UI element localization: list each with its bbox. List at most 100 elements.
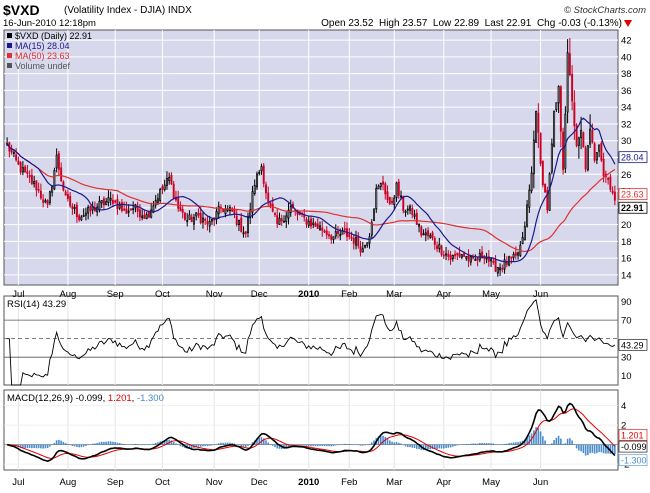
- candle-body: [611, 190, 614, 194]
- candle-body: [458, 253, 461, 257]
- macd-panel: -2024MACD(12,26,9) -0.099, 1.201, -1.300…: [3, 389, 648, 471]
- legend-swatch: [7, 63, 12, 68]
- macd-hist-bar: [220, 442, 222, 445]
- macd-hist-bar: [411, 444, 414, 448]
- candle-body: [17, 160, 20, 165]
- macd-hist-bar: [202, 444, 204, 447]
- candle-body: [589, 128, 592, 145]
- macd-hist-bar: [118, 443, 121, 445]
- open-value: 23.52: [348, 18, 374, 29]
- macd-hist-bar: [382, 435, 384, 445]
- macd-hist-bar: [247, 444, 249, 446]
- macd-hist-bar: [177, 444, 179, 446]
- low-value: 22.89: [454, 18, 480, 29]
- chart-symbol-name: (Volatility Index - DJIA) INDX: [64, 5, 192, 16]
- macd-hist-bar: [267, 442, 270, 445]
- x-tick-top: Nov: [206, 289, 223, 300]
- candle-body: [12, 152, 15, 154]
- candle-body: [526, 204, 529, 227]
- macd-signal-line: [7, 408, 616, 459]
- candle-body: [429, 234, 432, 238]
- macd-hist-bar: [87, 444, 89, 446]
- macd-hist-bar: [130, 444, 132, 445]
- macd-hist-bar: [208, 444, 211, 446]
- macd-hist-bar: [170, 440, 173, 445]
- x-tick-bottom: May: [482, 477, 500, 488]
- macd-hist-bar: [402, 444, 405, 446]
- candle-body: [415, 212, 418, 225]
- legend-entry: MA(15) 28.04: [15, 41, 70, 51]
- candle-body: [35, 180, 38, 191]
- candle-body: [523, 226, 526, 241]
- macd-hist-bar: [240, 444, 243, 447]
- macd-hist-bar: [276, 444, 279, 449]
- macd-hist-bar: [546, 444, 549, 446]
- candle-body: [602, 159, 605, 177]
- macd-hist-bar: [404, 444, 407, 447]
- macd-hist-bar: [42, 444, 44, 449]
- macd-hist-bar: [125, 444, 128, 445]
- candle-body: [165, 178, 168, 186]
- candle-body: [541, 160, 544, 186]
- candle-body: [445, 253, 448, 256]
- candle-body: [71, 205, 74, 209]
- macd-hist-bar: [548, 444, 551, 446]
- candle-body: [553, 110, 556, 147]
- candle-body: [433, 238, 436, 245]
- rsi-panel-bg: [3, 295, 619, 386]
- candle-body: [48, 191, 51, 204]
- macd-hist-bar: [28, 444, 31, 448]
- candle-body: [548, 173, 551, 211]
- candle-body: [584, 147, 587, 170]
- x-tick-bottom: Oct: [155, 477, 170, 488]
- candle-body: [373, 208, 375, 221]
- macd-hist-bar: [341, 444, 344, 445]
- candle-body: [460, 254, 463, 258]
- candle-body: [316, 223, 319, 229]
- candle-body: [278, 217, 281, 226]
- candle-body: [98, 200, 101, 210]
- candle-body: [409, 205, 412, 211]
- candle-body: [118, 204, 121, 209]
- macd-hist-bar: [166, 439, 168, 445]
- macd-hist-bar: [490, 443, 492, 445]
- candle-body: [359, 246, 362, 253]
- macd-hist-tag-box: [618, 454, 648, 467]
- candle-body: [591, 130, 594, 143]
- macd-hist-bar: [589, 444, 591, 454]
- macd-hist-bar: [233, 443, 236, 445]
- candle-body: [132, 208, 135, 211]
- macd-hist-bar: [175, 443, 177, 445]
- macd-y-tick: 2: [621, 421, 626, 432]
- x-tick-top: 2010: [298, 289, 319, 300]
- macd-hist-bar: [350, 444, 353, 445]
- macd-hist-bar: [242, 444, 245, 447]
- candle-body: [411, 207, 414, 215]
- candle-body: [265, 184, 267, 194]
- macd-hist-bar: [352, 444, 355, 446]
- candle-body: [323, 230, 326, 233]
- candle-body: [337, 231, 339, 234]
- candle-body: [64, 191, 67, 196]
- macd-hist-bar: [591, 444, 594, 453]
- macd-hist-bar: [379, 435, 382, 445]
- x-tick-top: Aug: [59, 289, 76, 300]
- candle-body: [33, 180, 36, 185]
- candle-body: [19, 162, 22, 173]
- candle-body: [150, 209, 153, 218]
- x-axis: Jul Jul Aug Aug Sep Sep Oct Oct Nov Nov Dec Dec 2010…: [12, 289, 548, 488]
- macd-hist-bar: [497, 444, 499, 445]
- macd-hist-bar: [434, 444, 436, 449]
- macd-hist-bar: [436, 444, 438, 449]
- candle-body: [46, 200, 49, 205]
- candle-body: [154, 199, 157, 206]
- macd-hist-bar: [114, 442, 116, 445]
- macd-hist-bar: [145, 444, 148, 446]
- macd-hist-bar: [443, 444, 445, 449]
- candle-body: [474, 259, 477, 261]
- macd-hist-bar: [515, 442, 517, 445]
- macd-hist-bar: [123, 444, 125, 445]
- macd-hist-bar: [391, 441, 393, 445]
- macd-hist-bar: [578, 444, 580, 451]
- candle-body: [105, 201, 108, 206]
